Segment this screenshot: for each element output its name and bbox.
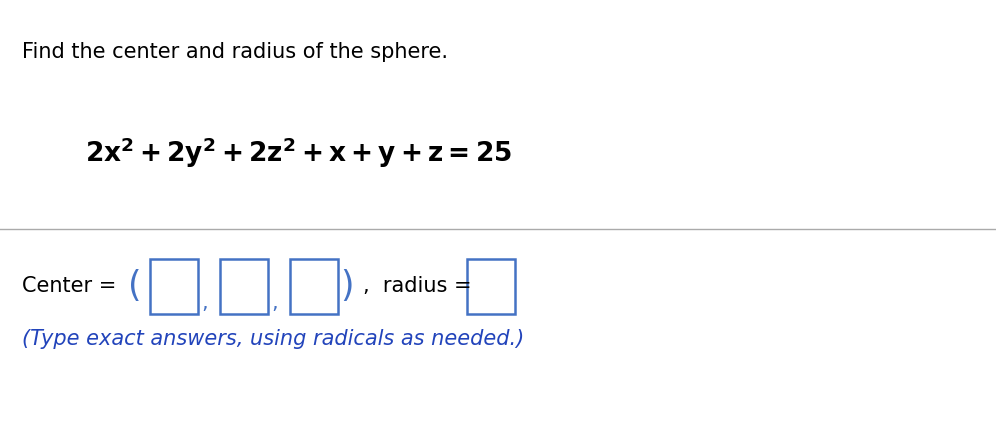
Text: Center =: Center = <box>22 276 123 296</box>
Text: Find the center and radius of the sphere.: Find the center and radius of the sphere… <box>22 42 448 62</box>
Text: (Type exact answers, using radicals as needed.): (Type exact answers, using radicals as n… <box>22 329 524 349</box>
Text: ,: , <box>271 293 278 313</box>
Text: $\mathbf{2x^2 + 2y^2 + 2z^2 + x + y + z = 25}$: $\mathbf{2x^2 + 2y^2 + 2z^2 + x + y + z … <box>85 136 512 170</box>
Bar <box>290 259 338 314</box>
Text: ,: , <box>201 293 208 313</box>
Text: ,  radius =: , radius = <box>363 276 478 296</box>
Text: ): ) <box>341 269 355 303</box>
Bar <box>467 259 515 314</box>
Text: (: ( <box>128 269 142 303</box>
Bar <box>220 259 268 314</box>
Bar <box>150 259 198 314</box>
